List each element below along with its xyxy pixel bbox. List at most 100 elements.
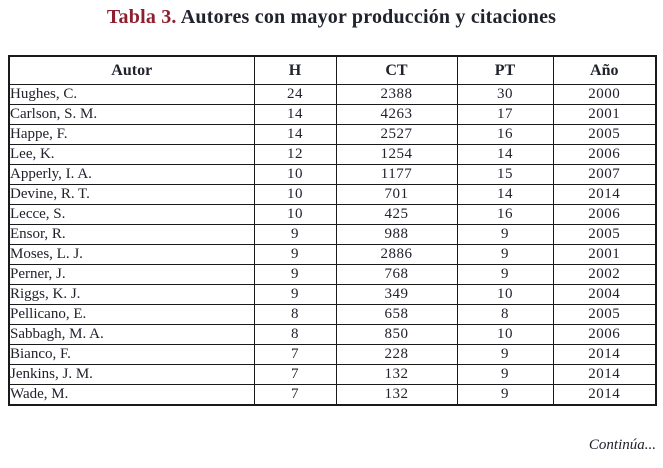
cell-pt: 9 — [456, 224, 554, 245]
cell-h: 8 — [253, 304, 337, 325]
cell-ano: 2000 — [552, 84, 657, 105]
cell-ano: 2006 — [552, 324, 657, 345]
cell-h: 10 — [253, 164, 337, 185]
cell-h: 9 — [253, 264, 337, 285]
cell-h: 9 — [253, 224, 337, 245]
table-row: Bianco, F. 7 228 9 2014 — [8, 344, 657, 365]
cell-autor: Hughes, C. — [8, 84, 255, 105]
cell-autor: Moses, L. J. — [8, 244, 255, 265]
cell-pt: 16 — [456, 124, 554, 145]
table-title: Tabla 3. Autores con mayor producción y … — [0, 6, 663, 29]
cell-h: 7 — [253, 344, 337, 365]
cell-h: 7 — [253, 364, 337, 385]
cell-autor: Apperly, I. A. — [8, 164, 255, 185]
cell-pt: 10 — [456, 324, 554, 345]
cell-ano: 2005 — [552, 224, 657, 245]
cell-h: 9 — [253, 284, 337, 305]
cell-ct: 132 — [335, 364, 458, 385]
table-row: Sabbagh, M. A. 8 850 10 2006 — [8, 324, 657, 345]
cell-ano: 2001 — [552, 244, 657, 265]
table-row: Carlson, S. M. 14 4263 17 2001 — [8, 104, 657, 125]
column-header-pt: PT — [456, 55, 554, 85]
column-header-autor: Autor — [8, 55, 255, 85]
cell-h: 14 — [253, 124, 337, 145]
cell-autor: Ensor, R. — [8, 224, 255, 245]
table-row: Lee, K. 12 1254 14 2006 — [8, 144, 657, 165]
cell-ct: 2886 — [335, 244, 458, 265]
cell-autor: Riggs, K. J. — [8, 284, 255, 305]
cell-pt: 17 — [456, 104, 554, 125]
cell-ct: 768 — [335, 264, 458, 285]
cell-ct: 4263 — [335, 104, 458, 125]
cell-pt: 8 — [456, 304, 554, 325]
cell-ano: 2004 — [552, 284, 657, 305]
table-row: Happe, F. 14 2527 16 2005 — [8, 124, 657, 145]
cell-ano: 2014 — [552, 184, 657, 205]
cell-pt: 9 — [456, 264, 554, 285]
cell-h: 10 — [253, 204, 337, 225]
cell-ct: 2388 — [335, 84, 458, 105]
cell-ano: 2006 — [552, 144, 657, 165]
header-row: Autor H CT PT Año — [8, 55, 657, 85]
cell-ct: 1254 — [335, 144, 458, 165]
cell-pt: 15 — [456, 164, 554, 185]
table-row: Lecce, S. 10 425 16 2006 — [8, 204, 657, 225]
cell-ano: 2005 — [552, 304, 657, 325]
cell-ct: 850 — [335, 324, 458, 345]
cell-ct: 2527 — [335, 124, 458, 145]
cell-ano: 2014 — [552, 384, 657, 406]
cell-autor: Bianco, F. — [8, 344, 255, 365]
cell-ct: 1177 — [335, 164, 458, 185]
cell-ano: 2006 — [552, 204, 657, 225]
cell-h: 9 — [253, 244, 337, 265]
cell-autor: Devine, R. T. — [8, 184, 255, 205]
cell-autor: Carlson, S. M. — [8, 104, 255, 125]
cell-pt: 10 — [456, 284, 554, 305]
cell-autor: Lecce, S. — [8, 204, 255, 225]
cell-autor: Perner, J. — [8, 264, 255, 285]
cell-h: 10 — [253, 184, 337, 205]
cell-pt: 14 — [456, 184, 554, 205]
cell-pt: 9 — [456, 384, 554, 406]
table-row: Wade, M. 7 132 9 2014 — [8, 384, 657, 406]
cell-pt: 30 — [456, 84, 554, 105]
cell-pt: 16 — [456, 204, 554, 225]
table-row: Hughes, C. 24 2388 30 2000 — [8, 84, 657, 105]
cell-ano: 2001 — [552, 104, 657, 125]
table-title-number: Tabla 3. — [106, 6, 177, 28]
cell-autor: Lee, K. — [8, 144, 255, 165]
cell-ct: 132 — [335, 384, 458, 406]
cell-pt: 9 — [456, 364, 554, 385]
table-row: Apperly, I. A. 10 1177 15 2007 — [8, 164, 657, 185]
cell-autor: Happe, F. — [8, 124, 255, 145]
cell-autor: Sabbagh, M. A. — [8, 324, 255, 345]
cell-ano: 2002 — [552, 264, 657, 285]
authors-table: Autor H CT PT Año Hughes, C. 24 2388 30 2000… — [8, 55, 657, 406]
cell-ct: 988 — [335, 224, 458, 245]
table-row: Riggs, K. J. 9 349 10 2004 — [8, 284, 657, 305]
cell-h: 12 — [253, 144, 337, 165]
cell-autor: Pellicano, E. — [8, 304, 255, 325]
table-row: Perner, J. 9 768 9 2002 — [8, 264, 657, 285]
column-header-ano: Año — [552, 55, 657, 85]
cell-h: 14 — [253, 104, 337, 125]
continuation-note: Continúa... — [588, 437, 656, 453]
cell-h: 8 — [253, 324, 337, 345]
table-header: Autor H CT PT Año — [8, 55, 657, 85]
cell-pt: 9 — [456, 244, 554, 265]
cell-ano: 2005 — [552, 124, 657, 145]
cell-ct: 701 — [335, 184, 458, 205]
cell-ano: 2014 — [552, 364, 657, 385]
cell-autor: Jenkins, J. M. — [8, 364, 255, 385]
table-row: Jenkins, J. M. 7 132 9 2014 — [8, 364, 657, 385]
table-title-text: Autores con mayor producción y citacione… — [176, 6, 557, 28]
table-row: Moses, L. J. 9 2886 9 2001 — [8, 244, 657, 265]
cell-h: 24 — [253, 84, 337, 105]
cell-pt: 9 — [456, 344, 554, 365]
cell-ct: 425 — [335, 204, 458, 225]
column-header-h: H — [253, 55, 337, 85]
cell-ano: 2014 — [552, 344, 657, 365]
cell-ct: 349 — [335, 284, 458, 305]
cell-autor: Wade, M. — [8, 384, 255, 406]
